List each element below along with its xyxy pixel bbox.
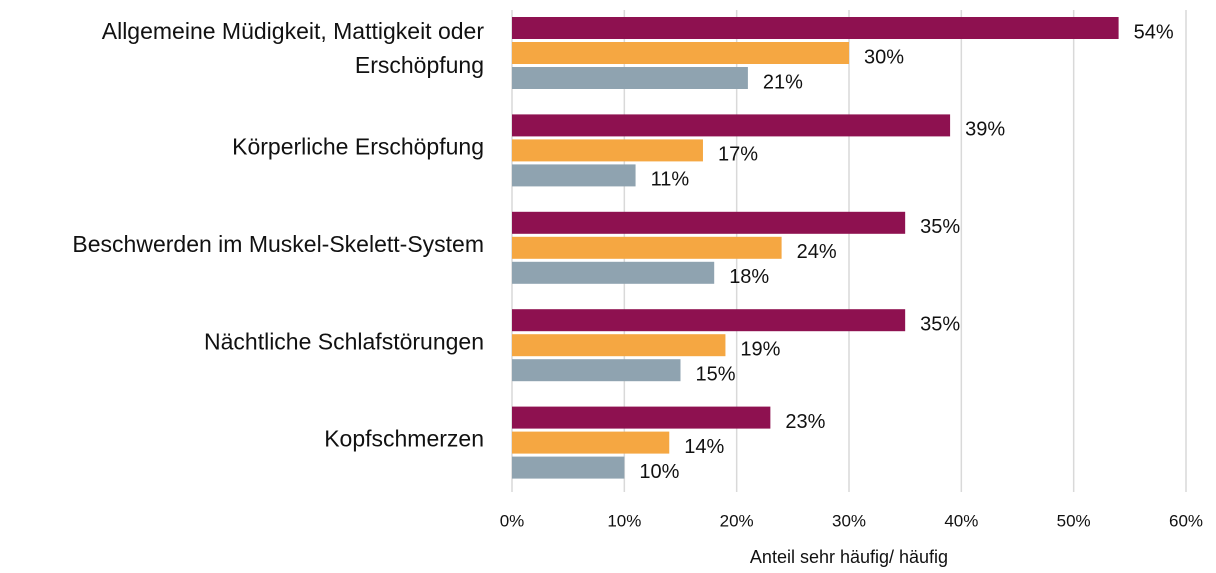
y-tick-label: Kopfschmerzen [324, 426, 484, 452]
value-label: 18% [729, 266, 769, 288]
y-tick-label: Allgemeine Müdigkeit, Mattigkeit oder Ers… [102, 18, 485, 78]
value-label: 15% [696, 363, 736, 385]
value-label: 11% [651, 169, 690, 191]
bar [512, 42, 849, 64]
value-label: 35% [920, 216, 960, 238]
bar [512, 164, 636, 187]
value-label: 10% [639, 461, 679, 483]
value-label: 39% [965, 119, 1005, 141]
x-tick-label: 40% [944, 511, 978, 530]
value-label: 54% [1134, 21, 1174, 43]
y-tick-label: Nächtliche Schlafstörungen [204, 328, 484, 354]
value-label: 35% [920, 313, 960, 335]
bar [512, 406, 771, 429]
x-tick-label: 50% [1057, 511, 1091, 530]
bar [512, 67, 748, 89]
bar [512, 431, 670, 454]
y-tick-label: Beschwerden im Muskel-Skelett-System [72, 231, 484, 257]
x-tick-label: 60% [1169, 511, 1203, 530]
x-tick-label: 20% [720, 511, 754, 530]
value-label: 24% [797, 241, 837, 263]
bar [512, 261, 715, 284]
bar [512, 236, 782, 259]
x-tick-label: 0% [500, 511, 525, 530]
bar [512, 17, 1119, 39]
bar [512, 309, 906, 332]
value-label: 23% [785, 411, 825, 433]
value-label: 14% [684, 436, 724, 458]
bar [512, 359, 681, 382]
bar [512, 139, 703, 162]
x-tick-label: 10% [607, 511, 641, 530]
bar [512, 211, 906, 234]
bar [512, 456, 625, 479]
x-axis-label: Anteil sehr häufig/ häufig [750, 547, 948, 567]
value-label: 21% [763, 71, 803, 93]
value-label: 30% [864, 46, 904, 68]
x-tick-label: 30% [832, 511, 866, 530]
bar [512, 114, 951, 137]
bar [512, 334, 726, 357]
y-tick-label: Körperliche Erschöpfung [232, 133, 484, 159]
label-line: Erschöpfung [355, 52, 484, 78]
label-line: Allgemeine Müdigkeit, Mattigkeit oder [102, 18, 485, 44]
value-label: 19% [740, 338, 780, 360]
value-label: 17% [718, 144, 758, 166]
